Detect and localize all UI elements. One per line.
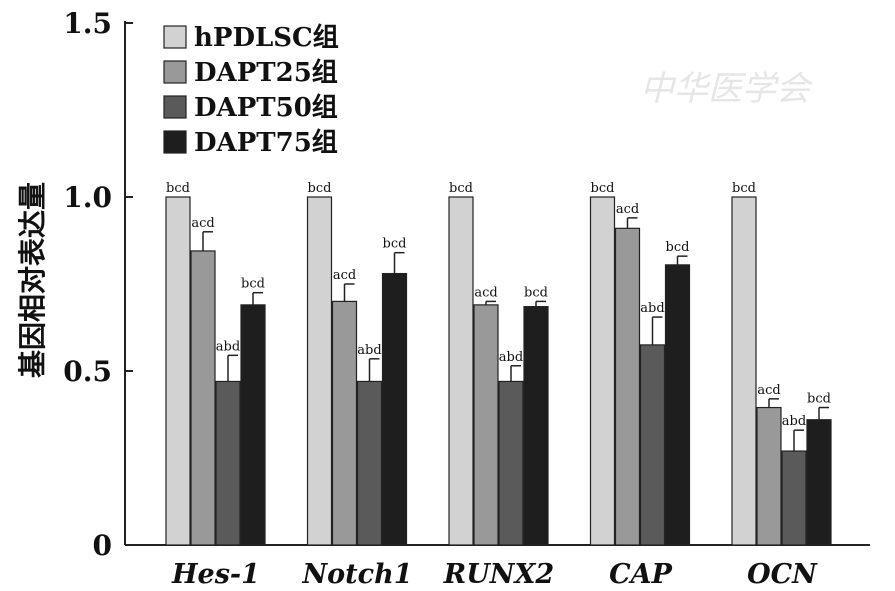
y-tick-label: 0.5: [63, 355, 112, 388]
significance-label: acd: [757, 383, 780, 398]
legend-label: DAPT25组: [194, 57, 338, 88]
bar-2-3: [639, 344, 666, 546]
significance-label: bcd: [449, 181, 473, 196]
bar-0-2: [448, 196, 474, 546]
significance-label: acd: [191, 216, 214, 231]
bar-2-1: [356, 380, 383, 546]
legend-label: DAPT75组: [194, 127, 338, 158]
legend-label: hPDLSC组: [194, 22, 339, 53]
bar-3-4: [806, 419, 832, 546]
significance-label: bcd: [807, 392, 831, 407]
x-tick-label: Notch1: [301, 559, 412, 590]
y-tick-label: 0: [93, 529, 112, 562]
bar-0-3: [589, 196, 616, 546]
bar-2-2: [498, 380, 524, 546]
bar-1-1: [331, 300, 358, 546]
y-tick-label: 1.5: [63, 7, 112, 40]
significance-label: bcd: [591, 181, 615, 196]
significance-label: bcd: [241, 277, 265, 292]
x-tick-label: Hes-1: [171, 559, 260, 590]
legend-swatch: [163, 60, 187, 84]
x-tick-label: CAP: [609, 559, 672, 590]
legend-label: DAPT50组: [194, 92, 338, 123]
legend-swatch: [163, 25, 187, 49]
legend-swatch: [163, 95, 187, 119]
bar-2-0: [215, 380, 241, 546]
bar-3-3: [664, 264, 691, 546]
significance-label: abd: [782, 414, 806, 429]
significance-label: bcd: [308, 181, 332, 196]
watermark: 中华医学会: [640, 69, 814, 109]
bar-1-2: [473, 304, 499, 546]
bar-1-4: [756, 406, 782, 546]
y-tick-label: 1.0: [63, 181, 112, 214]
bar-0-1: [306, 196, 333, 546]
bar-0-4: [731, 196, 757, 546]
significance-label: bcd: [383, 237, 407, 252]
legend-swatch: [163, 130, 187, 154]
bar-1-0: [190, 250, 216, 546]
x-tick-label: OCN: [747, 559, 818, 590]
significance-label: bcd: [666, 240, 690, 255]
significance-label: abd: [216, 339, 240, 354]
significance-label: acd: [616, 202, 639, 217]
bar-3-2: [523, 306, 549, 546]
bar-3-0: [240, 304, 266, 546]
significance-label: abd: [357, 343, 381, 358]
significance-label: bcd: [524, 285, 548, 300]
y-axis-label: 基因相对表达量: [16, 182, 49, 378]
significance-label: bcd: [166, 181, 190, 196]
significance-label: bcd: [732, 181, 756, 196]
bar-0-0: [165, 196, 191, 546]
x-tick-label: RUNX2: [443, 559, 554, 590]
bar-3-1: [381, 272, 408, 546]
significance-label: acd: [474, 285, 497, 300]
bar-1-3: [614, 227, 641, 546]
significance-label: abd: [640, 301, 664, 316]
significance-label: acd: [333, 268, 356, 283]
bar-2-4: [781, 450, 807, 546]
significance-label: abd: [499, 350, 523, 365]
